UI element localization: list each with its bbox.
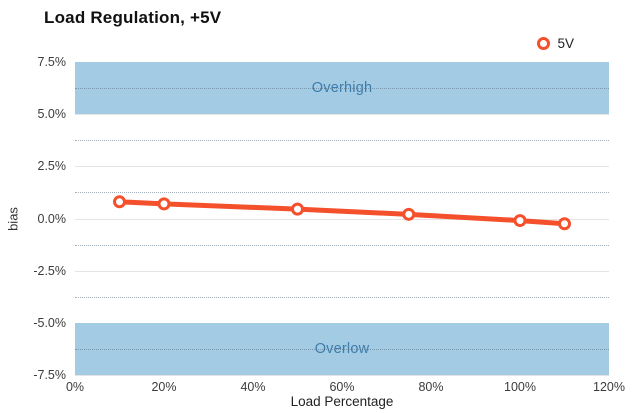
chart-title: Load Regulation, +5V (44, 8, 222, 27)
gridline-major (75, 270, 609, 272)
gridline-major (75, 375, 609, 376)
x-tick-label: 40% (240, 380, 266, 394)
gridline-major (75, 218, 609, 220)
y-tick-label: 7.5% (37, 55, 67, 69)
y-tick-label: 2.5% (37, 159, 67, 174)
y-tick-label: 0.0% (37, 211, 67, 226)
gridline-minor (75, 296, 609, 298)
legend-label: 5V (557, 36, 574, 51)
data-point-marker[interactable] (513, 214, 527, 228)
gridline-major (75, 166, 609, 168)
x-axis-title: Load Percentage (290, 394, 394, 409)
y-tick-label: -7.5% (33, 368, 66, 382)
x-tick-label: 100% (504, 380, 536, 394)
gridline-minor (75, 140, 609, 142)
plot-area: Overhigh Overlow (75, 62, 609, 376)
y-tick-label: 5.0% (37, 107, 67, 122)
x-tick-label: 20% (151, 380, 177, 394)
series-marker-icon (537, 37, 551, 50)
legend[interactable]: 5V (537, 36, 574, 51)
data-point-marker[interactable] (113, 195, 126, 209)
gridline-minor (75, 348, 609, 350)
y-tick-label: -2.5% (33, 263, 66, 278)
data-point-marker[interactable] (291, 202, 304, 216)
data-point-marker[interactable] (402, 207, 416, 221)
x-tick-label: 80% (418, 380, 444, 394)
data-point-marker[interactable] (558, 217, 571, 231)
series-line-5v (113, 195, 571, 231)
gridline-minor (75, 88, 609, 90)
gridline-major (75, 114, 609, 116)
x-tick-label: 0% (65, 380, 85, 394)
gridline-minor (75, 244, 609, 246)
x-tick-label: 120% (593, 380, 625, 394)
data-point-marker[interactable] (157, 197, 171, 211)
series-path (117, 199, 567, 227)
x-tick-label: 60% (329, 380, 355, 394)
y-tick-label: -5.0% (33, 315, 66, 330)
gridline-minor (75, 192, 609, 194)
